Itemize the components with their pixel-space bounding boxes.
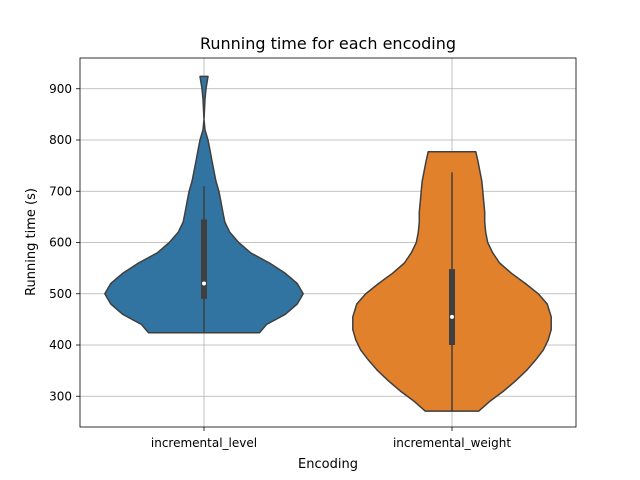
iqr-box-incremental_level	[201, 219, 207, 299]
box-layer	[201, 172, 455, 412]
y-tick-label: 400	[49, 338, 72, 352]
tick-layer: 300 400 500 600 700 800 900 incremental_level in…	[49, 82, 511, 450]
y-tick-label: 900	[49, 82, 72, 96]
y-axis-label: Running time (s)	[24, 188, 39, 296]
y-tick-label: 500	[49, 287, 72, 301]
y-tick-label: 800	[49, 133, 72, 147]
iqr-box-incremental_weight	[449, 269, 455, 345]
y-tick-label: 700	[49, 184, 72, 198]
y-tick-label: 600	[49, 236, 72, 250]
median-dot-incremental_weight	[450, 314, 454, 319]
x-tick-label: incremental_weight	[393, 436, 511, 450]
x-tick-label: incremental_level	[151, 436, 257, 450]
x-axis-label: Encoding	[298, 457, 358, 472]
median-dot-incremental_level	[202, 281, 206, 286]
violin-layer	[104, 75, 552, 412]
y-tick-label: 300	[49, 389, 72, 403]
chart-title: Running time for each encoding	[200, 34, 456, 53]
